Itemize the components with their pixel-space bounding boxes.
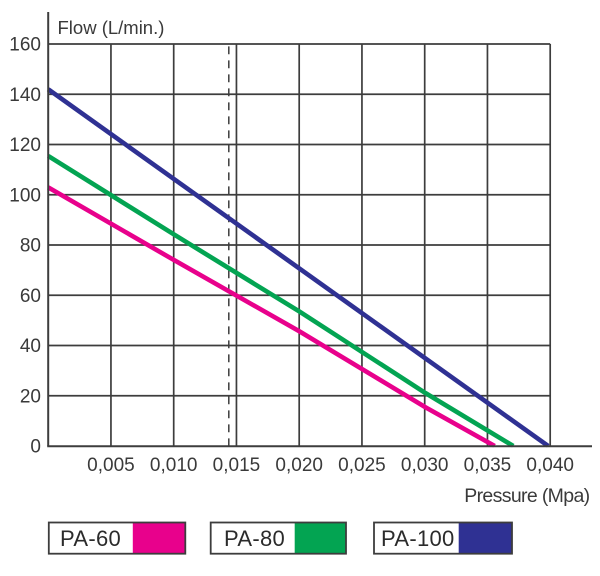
svg-text:0,030: 0,030 (401, 455, 449, 476)
svg-text:PA-60: PA-60 (60, 526, 121, 551)
svg-text:PA-80: PA-80 (224, 526, 285, 551)
svg-text:0,005: 0,005 (87, 455, 135, 476)
svg-text:Flow (L/min.): Flow (L/min.) (58, 17, 165, 38)
svg-text:0,040: 0,040 (526, 455, 574, 476)
svg-text:160: 160 (9, 35, 41, 56)
svg-text:0,025: 0,025 (338, 455, 386, 476)
svg-text:100: 100 (9, 185, 41, 206)
svg-text:80: 80 (20, 236, 41, 257)
svg-text:140: 140 (9, 85, 41, 106)
svg-text:40: 40 (20, 336, 41, 357)
svg-text:60: 60 (20, 286, 41, 307)
svg-text:0,015: 0,015 (213, 455, 261, 476)
svg-text:PA-100: PA-100 (381, 526, 455, 551)
svg-text:120: 120 (9, 135, 41, 156)
svg-text:0: 0 (30, 437, 41, 458)
svg-text:0,010: 0,010 (150, 455, 198, 476)
svg-text:0,035: 0,035 (464, 455, 512, 476)
svg-text:Pressure (Mpa): Pressure (Mpa) (464, 485, 589, 507)
svg-text:0,020: 0,020 (275, 455, 323, 476)
svg-text:20: 20 (20, 386, 41, 407)
